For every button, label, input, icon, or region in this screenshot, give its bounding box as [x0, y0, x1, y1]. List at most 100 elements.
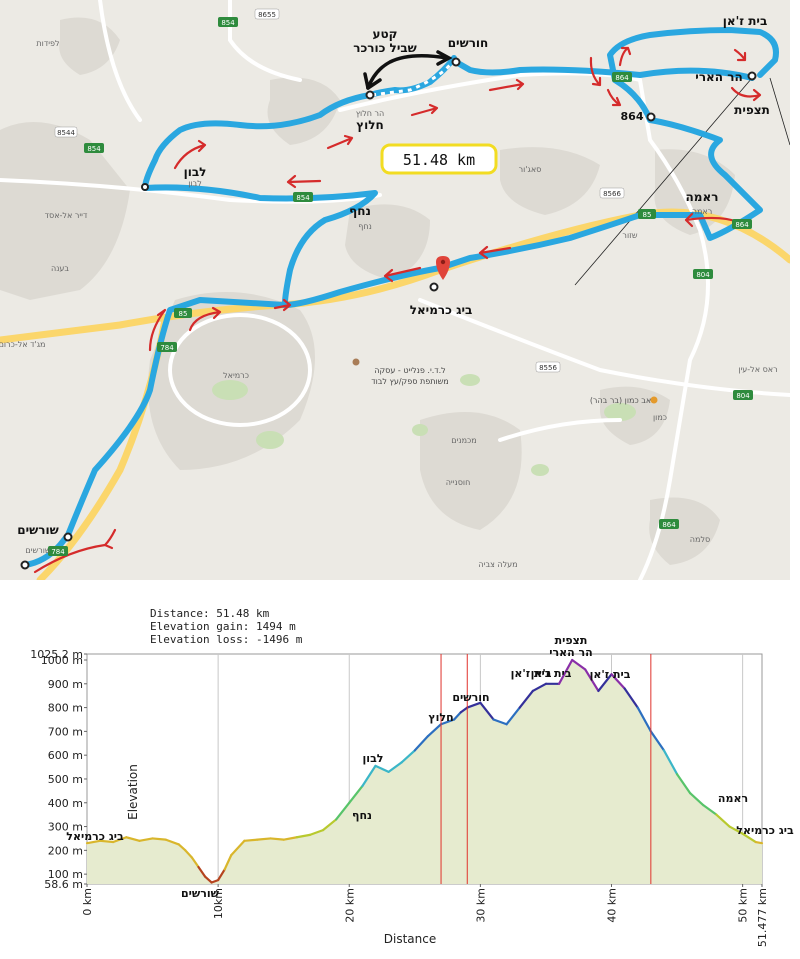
label-beit-jann: בית ז'אן	[723, 14, 768, 28]
label-rameh: ראמה	[686, 190, 719, 204]
pub-poi-icon[interactable]	[650, 396, 658, 404]
x-tick-label: 50 km	[737, 888, 750, 923]
elevation-line-segment	[413, 735, 430, 752]
elevation-line-segment	[99, 839, 115, 844]
road-badge: 864	[735, 221, 749, 229]
poi-icon[interactable]	[352, 358, 360, 366]
elevation-line-segment	[715, 813, 731, 828]
svg-text:בענה: בענה	[51, 264, 69, 273]
road-badge: 85	[179, 310, 188, 318]
profile-stats: Distance: 51.48 km Elevation gain: 1494 …	[150, 607, 303, 646]
elevation-line-segment	[190, 856, 200, 869]
hiking-route[interactable]	[22, 27, 779, 568]
ann-har-ari: הר הארי	[549, 646, 592, 659]
elevation-line-segment	[400, 749, 416, 764]
ann-big-karmiel-end: ביג כרמיאל	[736, 824, 794, 837]
minor-labels: הר חלוץ לבון נחף שורשים ראמה כרמיאל סאג'…	[0, 39, 778, 569]
y-tick-label: 700 m	[48, 725, 83, 738]
svg-text:דייר אל-אסד: דייר אל-אסד	[45, 211, 88, 220]
y-tick-label: 900 m	[48, 678, 83, 691]
svg-text:ראס אל-עין: ראס אל-עין	[738, 365, 777, 374]
ann-rameh: ראמה	[718, 792, 748, 805]
svg-text:כרמיאל: כרמיאל	[223, 371, 249, 380]
elevation-line-segment	[439, 718, 456, 726]
ann-horshim: חורשים	[452, 691, 489, 704]
place-labels: קטע שביל כורכר חורשים חלוץ לבון נחף ביג …	[17, 14, 770, 537]
elevation-line-segment	[571, 658, 587, 671]
label-tzfit: תצפית	[734, 103, 770, 117]
label-nahaf: נחף	[349, 204, 371, 218]
svg-text:ראמה: ראמה	[692, 207, 713, 216]
road-badge: 784	[160, 344, 174, 352]
elevation-line-segment	[426, 723, 443, 738]
elevation-line-segment	[125, 836, 141, 842]
y-tick-label: 300 m	[48, 821, 83, 834]
label-shorashim: שורשים	[17, 523, 58, 537]
label-lavon: לבון	[184, 165, 207, 179]
road-badge: 85	[643, 211, 652, 219]
svg-text:מעלה צביה: מעלה צביה	[478, 560, 517, 569]
elevation-line-segment	[557, 658, 574, 685]
elevation-line-segment	[518, 689, 534, 709]
x-tick-label: 30 km	[474, 888, 487, 923]
location-pin-icon[interactable]	[436, 256, 450, 280]
route-nodes[interactable]	[20, 57, 757, 570]
ann-beit-jann-3: בית ז'אן	[590, 668, 631, 681]
elevation-line-segment	[702, 804, 718, 816]
profile-annotations: ביג כרמיאל שורשים נחף לבון חלוץ חורשים ב…	[66, 634, 794, 900]
elevation-line-segment	[754, 840, 764, 845]
road-badge: 784	[51, 548, 65, 556]
elevation-line-segment	[282, 836, 298, 841]
dirt-trail-segment[interactable]	[371, 58, 457, 97]
stat-gain: Elevation gain: 1494 m	[150, 620, 296, 633]
svg-text:ל.ד.י. פנלייט - עסקה: ל.ד.י. פנלייט - עסקה	[374, 366, 445, 375]
elevation-line-segment	[689, 792, 705, 807]
elevation-line-segment	[479, 701, 495, 721]
elevation-line-segment	[308, 829, 325, 836]
svg-text:פאב כמון (בר בהר): פאב כמון (בר בהר)	[590, 396, 656, 405]
ann-halutz: חלוץ	[428, 711, 453, 724]
stat-loss: Elevation loss: -1496 m	[150, 633, 303, 646]
svg-text:כמון: כמון	[653, 413, 667, 422]
segment-label-line1: קטע	[373, 27, 398, 41]
elevation-line-segment	[177, 843, 187, 852]
green-areas	[212, 374, 636, 476]
x-tick-label: 0 km	[81, 888, 94, 916]
svg-text:הר חלוץ: הר חלוץ	[356, 109, 385, 118]
svg-text:סלמה: סלמה	[690, 535, 710, 544]
road-badge: 854	[296, 194, 310, 202]
elevation-line-segment	[374, 764, 390, 773]
elevation-line-segment	[256, 837, 272, 841]
ann-lavon: לבון	[363, 752, 384, 765]
elevation-line-segment	[741, 832, 757, 844]
ann-tzfit: תצפית	[555, 634, 588, 647]
elevation-line-segment	[112, 836, 128, 844]
elevation-line-segment	[675, 773, 692, 795]
elevation-line-segment	[243, 838, 259, 842]
elevation-line-segment	[184, 849, 194, 859]
route-map[interactable]: 854 8655 8544 854 864 864 8566 85 85 784…	[0, 0, 790, 580]
elevation-line-segment	[492, 718, 508, 726]
svg-text:לפידות: לפידות	[36, 39, 59, 48]
road-badge: 854	[221, 19, 235, 27]
elevation-line-segment	[138, 837, 154, 842]
ann-beit-jann-2: בית ז'אן	[531, 667, 572, 680]
elevation-line-segment	[531, 682, 548, 693]
elevation-line-segment	[197, 865, 207, 878]
ann-big-karmiel-start: ביג כרמיאל	[66, 830, 124, 843]
svg-text:נחף: נחף	[358, 222, 372, 231]
ann-nahaf: נחף	[352, 809, 372, 822]
y-tick-label: 100 m	[48, 868, 83, 881]
road-badge: 854	[87, 145, 101, 153]
y-tick-label: 1000 m	[41, 654, 83, 667]
svg-text:שורשים: שורשים	[25, 546, 50, 555]
elevation-line-segment	[269, 837, 285, 841]
elevation-line-segment	[230, 839, 246, 857]
x-tick-label: 20 km	[343, 888, 356, 923]
road-badge: 8566	[603, 190, 621, 198]
elevation-line-segment	[295, 833, 312, 839]
distance-badge: 51.48 km	[380, 143, 498, 175]
elevation-line-segment	[361, 764, 377, 788]
elevation-line-segment	[610, 673, 626, 690]
y-tick-label: 58.6 m	[44, 878, 83, 891]
